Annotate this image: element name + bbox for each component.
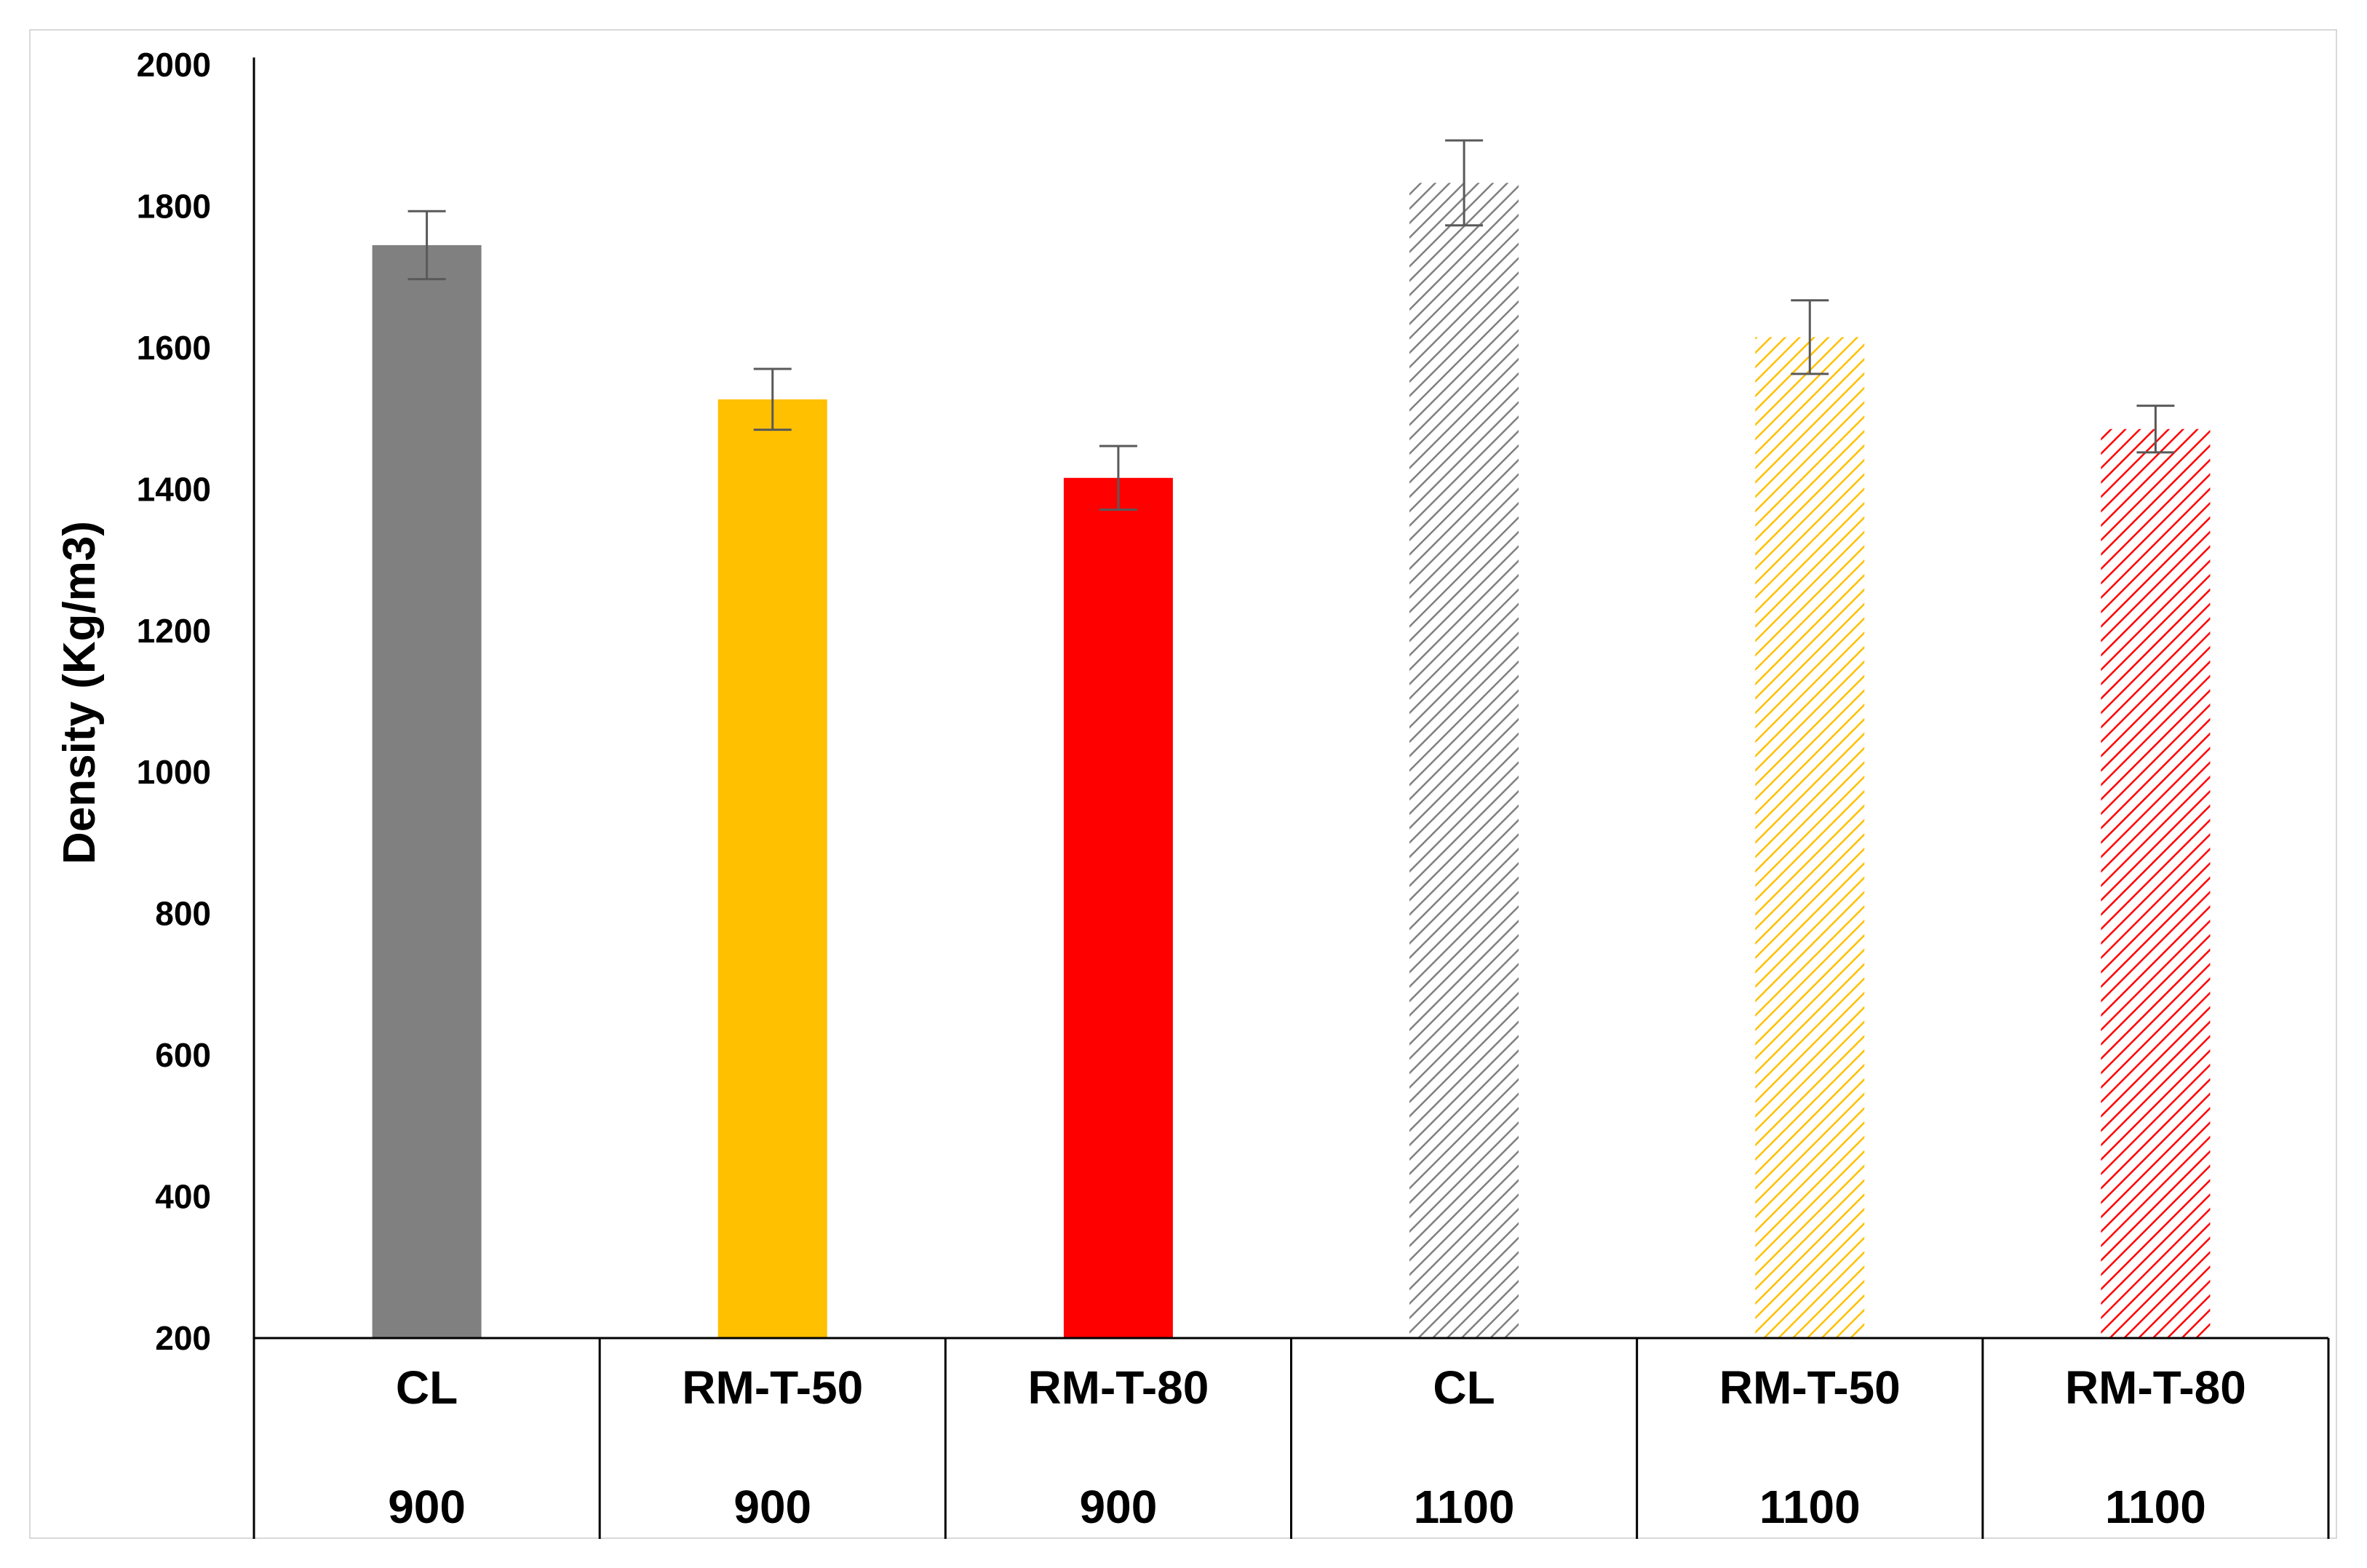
x-group-label: 900 [733, 1481, 811, 1533]
x-category-label: RM-T-80 [2065, 1361, 2246, 1414]
x-group-label: 900 [1080, 1481, 1158, 1533]
y-tick-label: 1600 [137, 329, 211, 367]
y-tick-label: 400 [155, 1178, 211, 1216]
y-tick-label: 200 [155, 1319, 211, 1357]
bar-cl-1100 [1409, 183, 1519, 1339]
error-bars-layer [407, 139, 2175, 512]
bar-rm-t-50-900 [717, 399, 827, 1338]
bar-cl-900 [372, 244, 482, 1339]
x-group-label: 1100 [1759, 1481, 1861, 1533]
y-tick-label: 1400 [137, 470, 211, 508]
chart-frame: 200 400 600 800 1000 1200 1400 1600 1800 2000 CL 90… [29, 29, 2337, 1539]
y-tick-label: 1200 [137, 612, 211, 650]
bar-rm-t-50-1100 [1755, 337, 1865, 1338]
y-tick-label: 1000 [137, 753, 211, 791]
x-group-label: 900 [388, 1481, 466, 1533]
bar-rm-t-80-900 [1063, 477, 1173, 1338]
y-axis-title: Density (Kg/m3) [55, 521, 105, 864]
y-tick-label: 2000 [137, 46, 211, 84]
labels-layer: 200 400 600 800 1000 1200 1400 1600 1800 2000 CL 90… [137, 46, 2246, 1533]
x-group-label: 1100 [2105, 1481, 2206, 1533]
bar-rm-t-80-1100 [2101, 429, 2211, 1338]
y-tick-label: 600 [155, 1036, 211, 1074]
x-category-label: RM-T-80 [1027, 1361, 1209, 1414]
x-category-label: CL [1433, 1361, 1495, 1414]
x-group-label: 1100 [1414, 1481, 1515, 1533]
y-tick-label: 800 [155, 895, 211, 933]
density-bar-chart: 200 400 600 800 1000 1200 1400 1600 1800 2000 CL 90… [55, 46, 2330, 1539]
y-tick-label: 1800 [137, 187, 211, 225]
x-category-label: RM-T-50 [682, 1361, 863, 1414]
axes-layer [252, 57, 2330, 1539]
x-category-label: RM-T-50 [1719, 1361, 1901, 1414]
bars-layer [372, 183, 2211, 1339]
x-category-label: CL [396, 1361, 458, 1414]
